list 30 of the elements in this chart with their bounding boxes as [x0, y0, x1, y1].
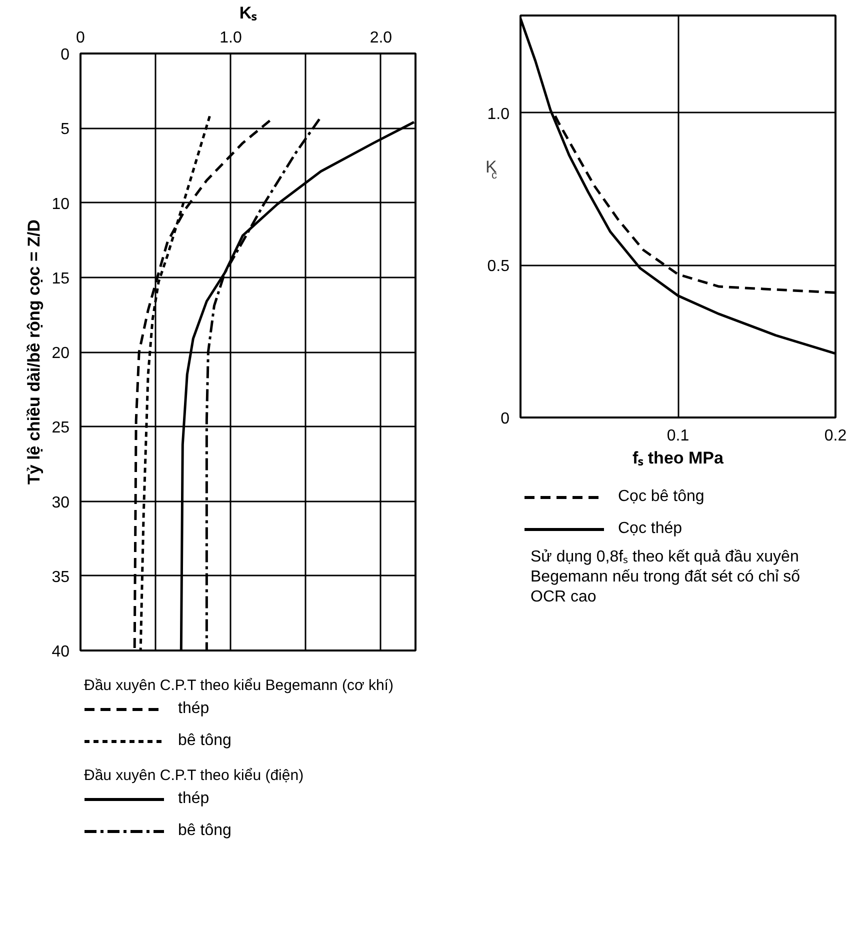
y-tick-label: 30	[52, 494, 70, 512]
y-axis-title: Kc	[486, 157, 498, 182]
y-tick-label: 40	[52, 644, 70, 660]
y-tick-label: 15	[52, 270, 70, 288]
x-tick-label: 0.1	[666, 428, 690, 444]
legend-label: bê tông	[178, 822, 232, 840]
legend-label: Cọc thép	[618, 520, 682, 538]
x-tick-label: 0.2	[824, 428, 847, 444]
y-tick-label: 35	[52, 568, 70, 586]
x-tick-label: 0	[76, 30, 86, 46]
y-tick-label: 0	[500, 410, 510, 428]
x-tick-label: 1.0	[220, 30, 242, 46]
y-tick-label: 25	[52, 420, 70, 437]
y-tick-label: 20	[52, 345, 70, 362]
x-axis-title: fₛ theo MPa	[632, 448, 724, 468]
x-axis-title: Kₛ	[239, 4, 258, 22]
legend-label: thép	[178, 790, 210, 808]
y-tick-label: 0.5	[487, 258, 510, 276]
legend-label: bê tông	[178, 732, 232, 750]
legend-label: thép	[178, 700, 210, 718]
x-tick-label: 2.0	[370, 30, 392, 46]
text: Đầu xuyên C.P.T theo kiểu Begemann (cơ khí)	[84, 677, 394, 694]
y-tick-label: 5	[60, 121, 70, 138]
text: Sử dụng 0,8fₛ theo kết quả đầu xuyên Begemann nếu trong đất sét có chỉ số OCR cao	[530, 548, 800, 606]
legend-label: Cọc bê tông	[618, 488, 704, 506]
y-axis-title: Tỷ lệ chiều dài/bề rộng cọc = Z/D	[24, 220, 44, 484]
y-tick-label: 1.0	[487, 106, 510, 123]
text: Đầu xuyên C.P.T theo kiểu (điện)	[84, 767, 304, 784]
y-tick-label: 10	[52, 196, 70, 213]
y-tick-label: 0	[60, 46, 70, 64]
